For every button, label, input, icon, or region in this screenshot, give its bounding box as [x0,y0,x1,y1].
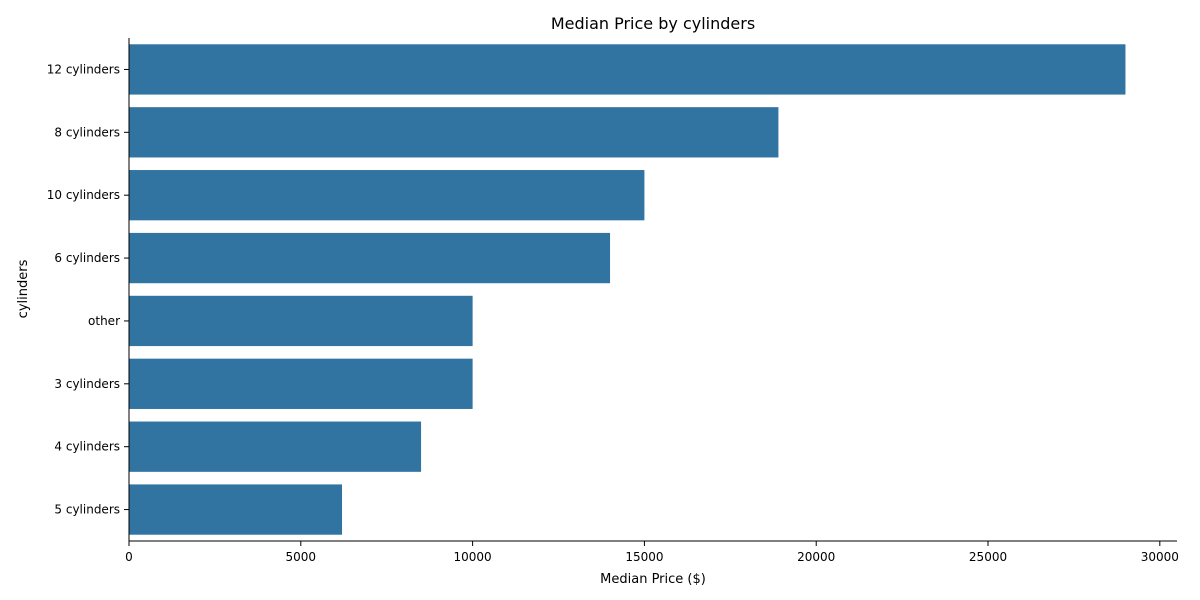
bar-6-cylinders [129,232,611,284]
x-tick-label: 0 [125,550,133,564]
y-tick-label: 3 cylinders [54,377,120,391]
y-axis-ticks: 12 cylinders 8 cylinders 10 cylinders 6 cyl… [47,62,129,517]
bar-12-cylinders [129,44,1126,95]
x-axis-ticks: 0 5000 10000 15000 20000 25000 30000 [125,541,1179,564]
x-tick-label: 5000 [286,550,317,564]
bar-3-cylinders [129,358,473,409]
y-axis-label: cylinders [16,259,31,318]
x-tick-label: 10000 [454,550,492,564]
bar-8-cylinders [129,107,779,158]
x-axis-label: Median Price ($) [600,572,706,587]
y-tick-label: 4 cylinders [54,440,120,454]
y-tick-label: 10 cylinders [47,188,120,202]
bar-other [129,295,473,347]
y-tick-label: 12 cylinders [47,62,120,76]
bars-group [129,44,1126,535]
y-tick-label: other [88,314,120,328]
x-tick-label: 30000 [1141,550,1179,564]
y-tick-label: 6 cylinders [54,251,120,265]
bar-5-cylinders [129,484,343,535]
bar-10-cylinders [129,170,645,221]
x-tick-label: 15000 [625,550,663,564]
y-tick-label: 5 cylinders [54,503,120,517]
x-tick-label: 25000 [969,550,1007,564]
bar-4-cylinders [129,421,422,472]
chart-title: Median Price by cylinders [551,14,755,33]
x-tick-label: 20000 [797,550,835,564]
y-tick-label: 8 cylinders [54,125,120,139]
